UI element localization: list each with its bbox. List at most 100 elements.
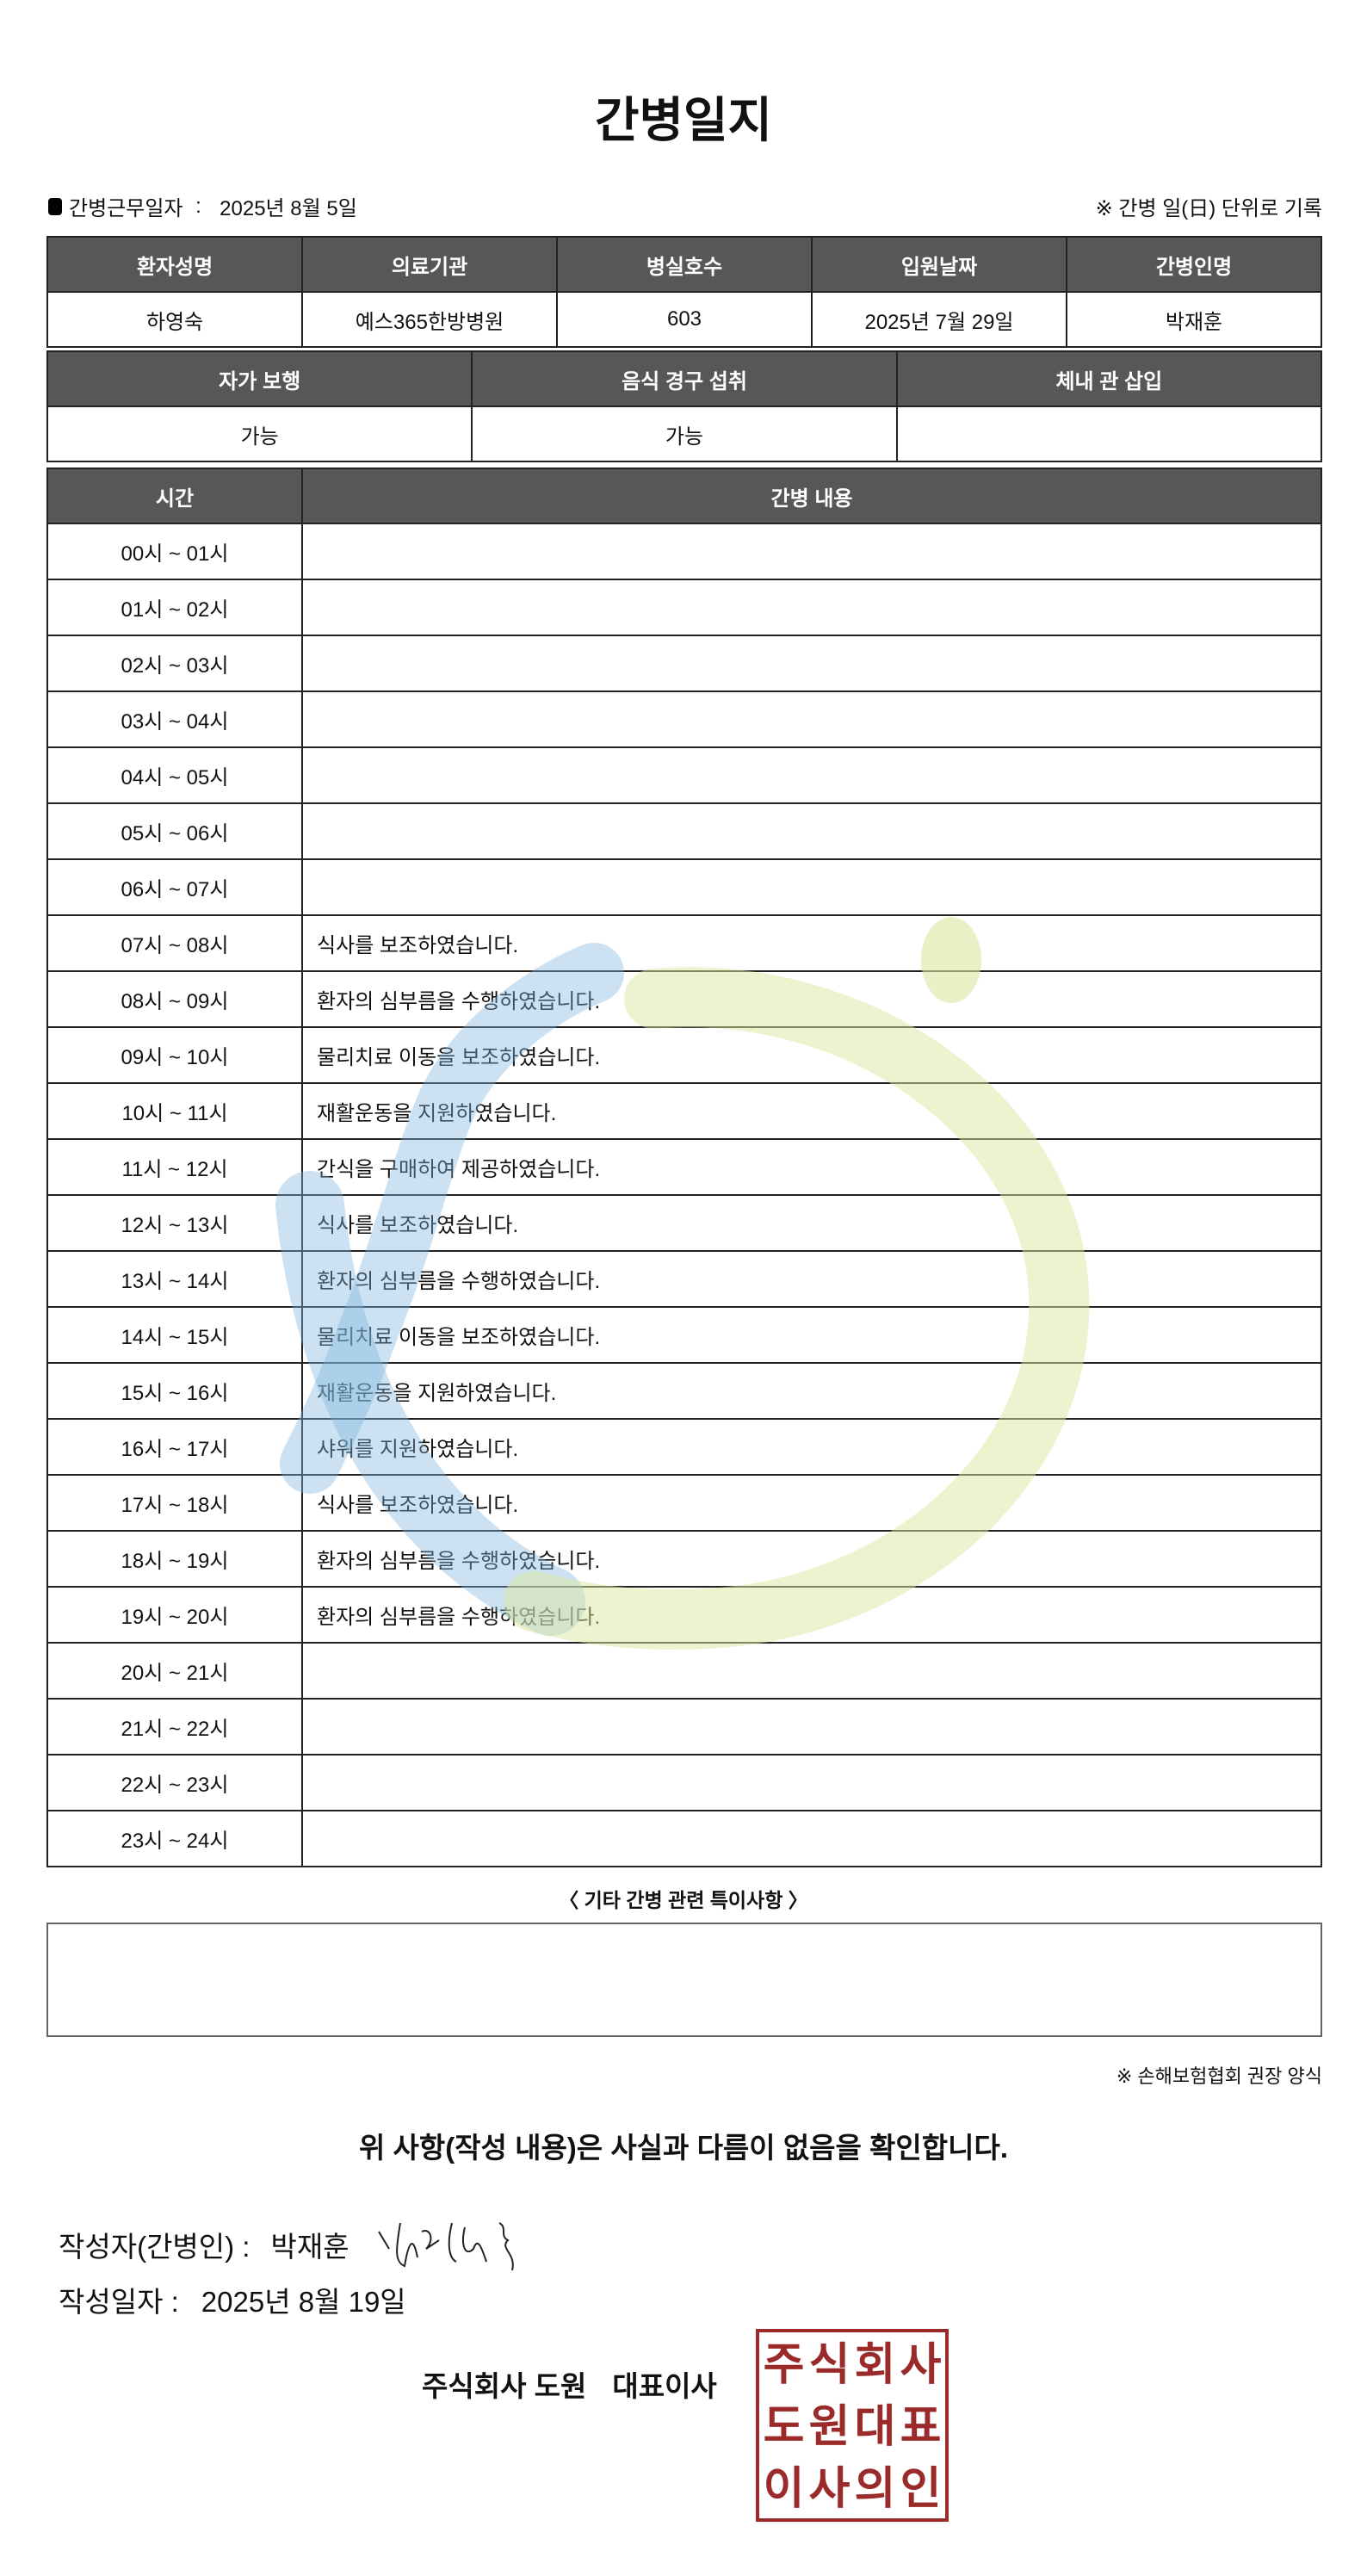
- table-row: 06시 ~ 07시: [46, 858, 1322, 916]
- content-cell: 식사를 보조하였습니다.: [301, 914, 1322, 972]
- status-value: [895, 406, 1323, 462]
- status-value: 가능: [46, 406, 473, 462]
- time-cell: 16시 ~ 17시: [46, 1418, 303, 1476]
- status-header: 체내 관 삽입: [895, 350, 1323, 407]
- writer-line: 작성자(간병인) : 박재훈: [59, 2214, 542, 2275]
- time-cell: 02시 ~ 03시: [46, 635, 303, 692]
- notes-box[interactable]: [46, 1923, 1322, 2037]
- table-row: 09시 ~ 10시 물리치료 이동을 보조하였습니다.: [46, 1026, 1322, 1084]
- company-name: 주식회사 도원: [422, 2370, 587, 2402]
- log-header: 시간: [46, 468, 303, 524]
- table-row: 08시 ~ 09시 환자의 심부름을 수행하였습니다.: [46, 970, 1322, 1028]
- content-cell: [301, 635, 1322, 692]
- status-value: 가능: [471, 406, 898, 462]
- writer-label: 작성자(간병인) :: [59, 2231, 251, 2263]
- patient-header: 병실호수: [556, 236, 813, 293]
- status-header: 자가 보행: [46, 350, 473, 407]
- time-cell: 20시 ~ 21시: [46, 1642, 303, 1700]
- table-row: 03시 ~ 04시: [46, 690, 1322, 748]
- time-cell: 09시 ~ 10시: [46, 1026, 303, 1084]
- content-cell: [301, 802, 1322, 860]
- time-cell: 07시 ~ 08시: [46, 914, 303, 972]
- table-row: 02시 ~ 03시: [46, 635, 1322, 692]
- time-cell: 11시 ~ 12시: [46, 1138, 303, 1196]
- content-cell: [301, 1754, 1322, 1811]
- seal-char: 도: [763, 2402, 805, 2452]
- content-cell: 환자의 심부름을 수행하였습니다.: [301, 1530, 1322, 1588]
- seal-char: 의: [854, 2464, 896, 2514]
- content-cell: [301, 579, 1322, 636]
- seal-char: 사: [900, 2340, 942, 2390]
- seal-char: 회: [854, 2340, 896, 2390]
- time-cell: 00시 ~ 01시: [46, 523, 303, 580]
- content-cell: [301, 858, 1322, 916]
- content-cell: 샤워를 지원하였습니다.: [301, 1418, 1322, 1476]
- table-row: 05시 ~ 06시: [46, 802, 1322, 860]
- write-date-line: 작성일자 : 2025년 8월 19일: [59, 2279, 406, 2320]
- time-cell: 13시 ~ 14시: [46, 1250, 303, 1308]
- time-cell: 15시 ~ 16시: [46, 1362, 303, 1420]
- table-row: 16시 ~ 17시 샤워를 지원하였습니다.: [46, 1418, 1322, 1476]
- seal-char: 사: [808, 2464, 851, 2514]
- content-cell: 간식을 구매하여 제공하였습니다.: [301, 1138, 1322, 1196]
- table-row: 21시 ~ 22시: [46, 1698, 1322, 1756]
- patient-value: 하영숙: [46, 291, 303, 348]
- seal-char: 이: [763, 2464, 805, 2514]
- content-cell: 식사를 보조하였습니다.: [301, 1474, 1322, 1532]
- table-row: 17시 ~ 18시 식사를 보조하였습니다.: [46, 1474, 1322, 1532]
- content-cell: [301, 523, 1322, 580]
- time-cell: 08시 ~ 09시: [46, 970, 303, 1028]
- content-cell: [301, 746, 1322, 804]
- seal-char: 인: [900, 2464, 942, 2514]
- seal-char: 대: [854, 2402, 896, 2452]
- table-row: 14시 ~ 15시 물리치료 이동을 보조하였습니다.: [46, 1306, 1322, 1364]
- work-date: 간병근무일자 : 2025년 8월 5일: [48, 191, 357, 221]
- seal-char: 표: [900, 2402, 942, 2452]
- table-row: 19시 ~ 20시 환자의 심부름을 수행하였습니다.: [46, 1586, 1322, 1644]
- time-cell: 06시 ~ 07시: [46, 858, 303, 916]
- time-cell: 21시 ~ 22시: [46, 1698, 303, 1756]
- write-date-label: 작성일자 :: [59, 2286, 179, 2318]
- time-cell: 18시 ~ 19시: [46, 1530, 303, 1588]
- time-cell: 01시 ~ 02시: [46, 579, 303, 636]
- patient-header: 간병인명: [1066, 236, 1322, 293]
- seal-char: 원: [808, 2402, 851, 2452]
- patient-header: 환자성명: [46, 236, 303, 293]
- page-title: 간병일지: [594, 93, 773, 147]
- table-row: 23시 ~ 24시: [46, 1810, 1322, 1867]
- time-cell: 14시 ~ 15시: [46, 1306, 303, 1364]
- time-cell: 19시 ~ 20시: [46, 1586, 303, 1644]
- ceo-title: 대표이사: [612, 2370, 717, 2402]
- company-line: 주식회사 도원 대표이사: [422, 2363, 717, 2405]
- time-cell: 04시 ~ 05시: [46, 746, 303, 804]
- table-row: 12시 ~ 13시 식사를 보조하였습니다.: [46, 1194, 1322, 1252]
- time-cell: 10시 ~ 11시: [46, 1082, 303, 1140]
- separator: :: [189, 194, 213, 218]
- content-cell: [301, 690, 1322, 748]
- content-cell: 재활운동을 지원하였습니다.: [301, 1082, 1322, 1140]
- content-cell: 물리치료 이동을 보조하였습니다.: [301, 1026, 1322, 1084]
- table-row: 04시 ~ 05시: [46, 746, 1322, 804]
- time-cell: 22시 ~ 23시: [46, 1754, 303, 1811]
- patient-value: 603: [556, 291, 813, 348]
- content-cell: 환자의 심부름을 수행하였습니다.: [301, 1586, 1322, 1644]
- notes-label: 〈 기타 간병 관련 특이사항 〉: [559, 1889, 808, 1911]
- content-cell: 식사를 보조하였습니다.: [301, 1194, 1322, 1252]
- status-table: 자가 보행 음식 경구 섭취 체내 관 삽입 가능 가능: [46, 350, 1323, 462]
- content-cell: 환자의 심부름을 수행하였습니다.: [301, 1250, 1322, 1308]
- table-row: 01시 ~ 02시: [46, 579, 1322, 636]
- content-cell: [301, 1698, 1322, 1756]
- write-date-value: 2025년 8월 19일: [201, 2286, 406, 2318]
- time-cell: 03시 ~ 04시: [46, 690, 303, 748]
- table-row: 22시 ~ 23시: [46, 1754, 1322, 1811]
- work-date-value: 2025년 8월 5일: [220, 197, 357, 220]
- time-cell: 23시 ~ 24시: [46, 1810, 303, 1867]
- log-header: 간병 내용: [301, 468, 1322, 524]
- table-row: 07시 ~ 08시 식사를 보조하였습니다.: [46, 914, 1322, 972]
- content-cell: [301, 1810, 1322, 1867]
- table-row: 18시 ~ 19시 환자의 심부름을 수행하였습니다.: [46, 1530, 1322, 1588]
- time-cell: 17시 ~ 18시: [46, 1474, 303, 1532]
- patient-value: 예스365한방병원: [301, 291, 558, 348]
- patient-header: 의료기관: [301, 236, 558, 293]
